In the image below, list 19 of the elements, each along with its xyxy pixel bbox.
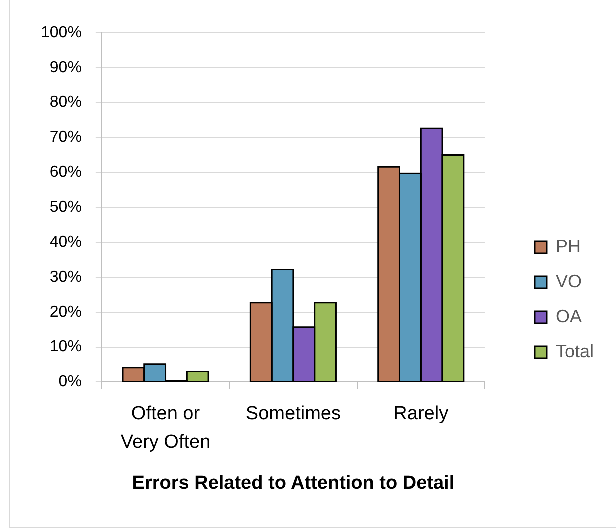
y-tick-label: 60% — [50, 164, 82, 182]
y-tick-label: 70% — [50, 129, 82, 146]
y-tick-label: 10% — [50, 338, 82, 356]
legend-label: PH — [556, 236, 581, 256]
y-tick-label: 40% — [50, 234, 82, 251]
y-tick-label: 20% — [50, 304, 82, 321]
legend-label: VO — [556, 271, 582, 292]
x-tick-label: Sometimes — [246, 404, 341, 425]
x-tick-label: Rarely — [394, 404, 450, 425]
y-tick-label: 0% — [58, 374, 82, 391]
x-tick-label: Often or Very Often — [120, 404, 211, 454]
y-tick-label: 80% — [50, 94, 82, 112]
y-tick-label: 30% — [50, 268, 82, 286]
y-tick-label: 90% — [50, 59, 82, 76]
x-axis-title: Errors Related to Attention to Detail — [132, 472, 455, 494]
y-tick-label: 100% — [41, 24, 82, 42]
legend-label: OA — [556, 306, 582, 326]
y-tick-label: 50% — [50, 199, 82, 216]
legend-label: Total — [556, 341, 594, 362]
